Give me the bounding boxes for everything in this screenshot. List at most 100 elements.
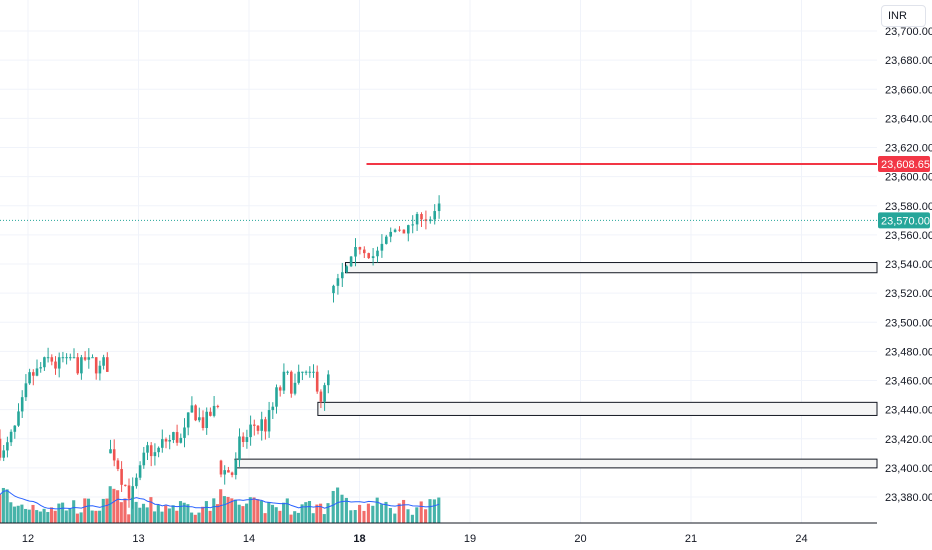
candle-body [308,371,312,373]
candle-body [420,214,423,220]
candle-body [116,460,120,469]
volume-bar [16,505,20,523]
candle-body [172,432,175,441]
candle-body [209,411,212,416]
candle-body [157,447,160,453]
volume-bar [319,503,323,523]
date-tick-label: 14 [243,533,255,545]
candle-body [205,411,208,429]
candle-body [271,406,275,411]
volume-bar [256,499,260,523]
volume-bar [164,505,168,523]
candle-body [80,357,83,374]
time-axis[interactable]: 12 13 14 18 19 20 21 24 [22,533,808,545]
price-tick-label: 23,640.00 [885,113,932,125]
volume-bar [375,497,379,523]
candle-body [389,231,392,237]
price-tick-label: 23,600.00 [885,172,932,184]
candle-body [315,371,319,392]
candle-body [341,272,344,279]
price-tick-label: 23,440.00 [885,405,932,417]
candle-body [238,436,241,461]
volume-bar [353,510,357,523]
candle-body [219,460,223,475]
volume-bar [230,498,234,523]
candle-body [293,382,297,394]
volume-bar [46,512,50,523]
candle-body [0,438,2,458]
candle-body [102,357,105,366]
volume-bar [72,500,76,523]
candle-body [245,437,249,443]
volume-bar [226,496,230,523]
currency-button[interactable]: INR [881,5,926,27]
volume-bar [90,510,94,523]
candle-body [131,486,134,499]
candle-body [98,365,102,374]
volume-bar [263,513,267,523]
candle-body [198,417,201,421]
volume-bar [380,504,384,523]
volume-bar [300,504,304,523]
price-tick-label: 23,420.00 [885,434,932,446]
candle-body [69,357,72,359]
candle-body [24,383,28,398]
volume-bar [186,504,190,523]
price-labels: 23,608.65 23,570.00 [878,156,930,229]
candle-body [290,371,293,394]
candle-body [424,219,428,222]
volume-bar [130,497,134,523]
volume-bar [108,486,112,523]
candle-body [201,417,205,429]
price-tick-label: 23,380.00 [885,492,932,504]
volume-bar [437,497,441,523]
volume-bar [98,510,102,523]
volume-bar [252,497,256,523]
volume-bar [358,504,362,523]
date-tick-label: 24 [795,533,807,545]
volume-bar [68,507,72,523]
candle-body [190,405,194,413]
volume-bar [245,503,249,523]
volume-bar [428,499,432,523]
candle-body [50,357,54,362]
volume-bar [145,507,149,523]
volume-bar [366,503,370,523]
candle-body [223,470,226,475]
volume-bar [178,501,183,523]
volume-bar [419,501,423,523]
price-tick-label: 23,400.00 [885,463,932,475]
candle-body [179,437,183,443]
volume-bar [127,514,131,523]
volume-bar [101,498,105,523]
date-tick-label: 19 [464,533,476,545]
candle-body [345,266,348,273]
candle-body [411,224,414,226]
volume-bar [397,503,401,523]
volume-bar [167,508,171,523]
date-tick-label: 18 [353,533,365,545]
candle-body [106,357,109,372]
volume-bar [53,510,57,523]
candle-body [76,357,79,374]
volume-bar [105,498,109,523]
volume-bar [274,507,278,523]
volume-bar [349,510,353,523]
candle-body [109,449,112,454]
volume-bar [64,510,68,523]
candle-body [336,278,340,286]
volume-bar [344,497,348,523]
candle-body [13,425,17,432]
candle-body [120,468,123,485]
candle-body [35,368,39,376]
candle-body [43,357,46,368]
candle-body [194,405,197,421]
price-axis[interactable]: 23,380.00 23,400.00 23,420.00 23,440.00 23,4… [885,26,932,504]
volume-bar [94,510,98,523]
volume-bar [215,504,220,523]
volume-bar [86,498,91,523]
volume-bar [326,503,330,523]
volume-bar [331,490,335,523]
